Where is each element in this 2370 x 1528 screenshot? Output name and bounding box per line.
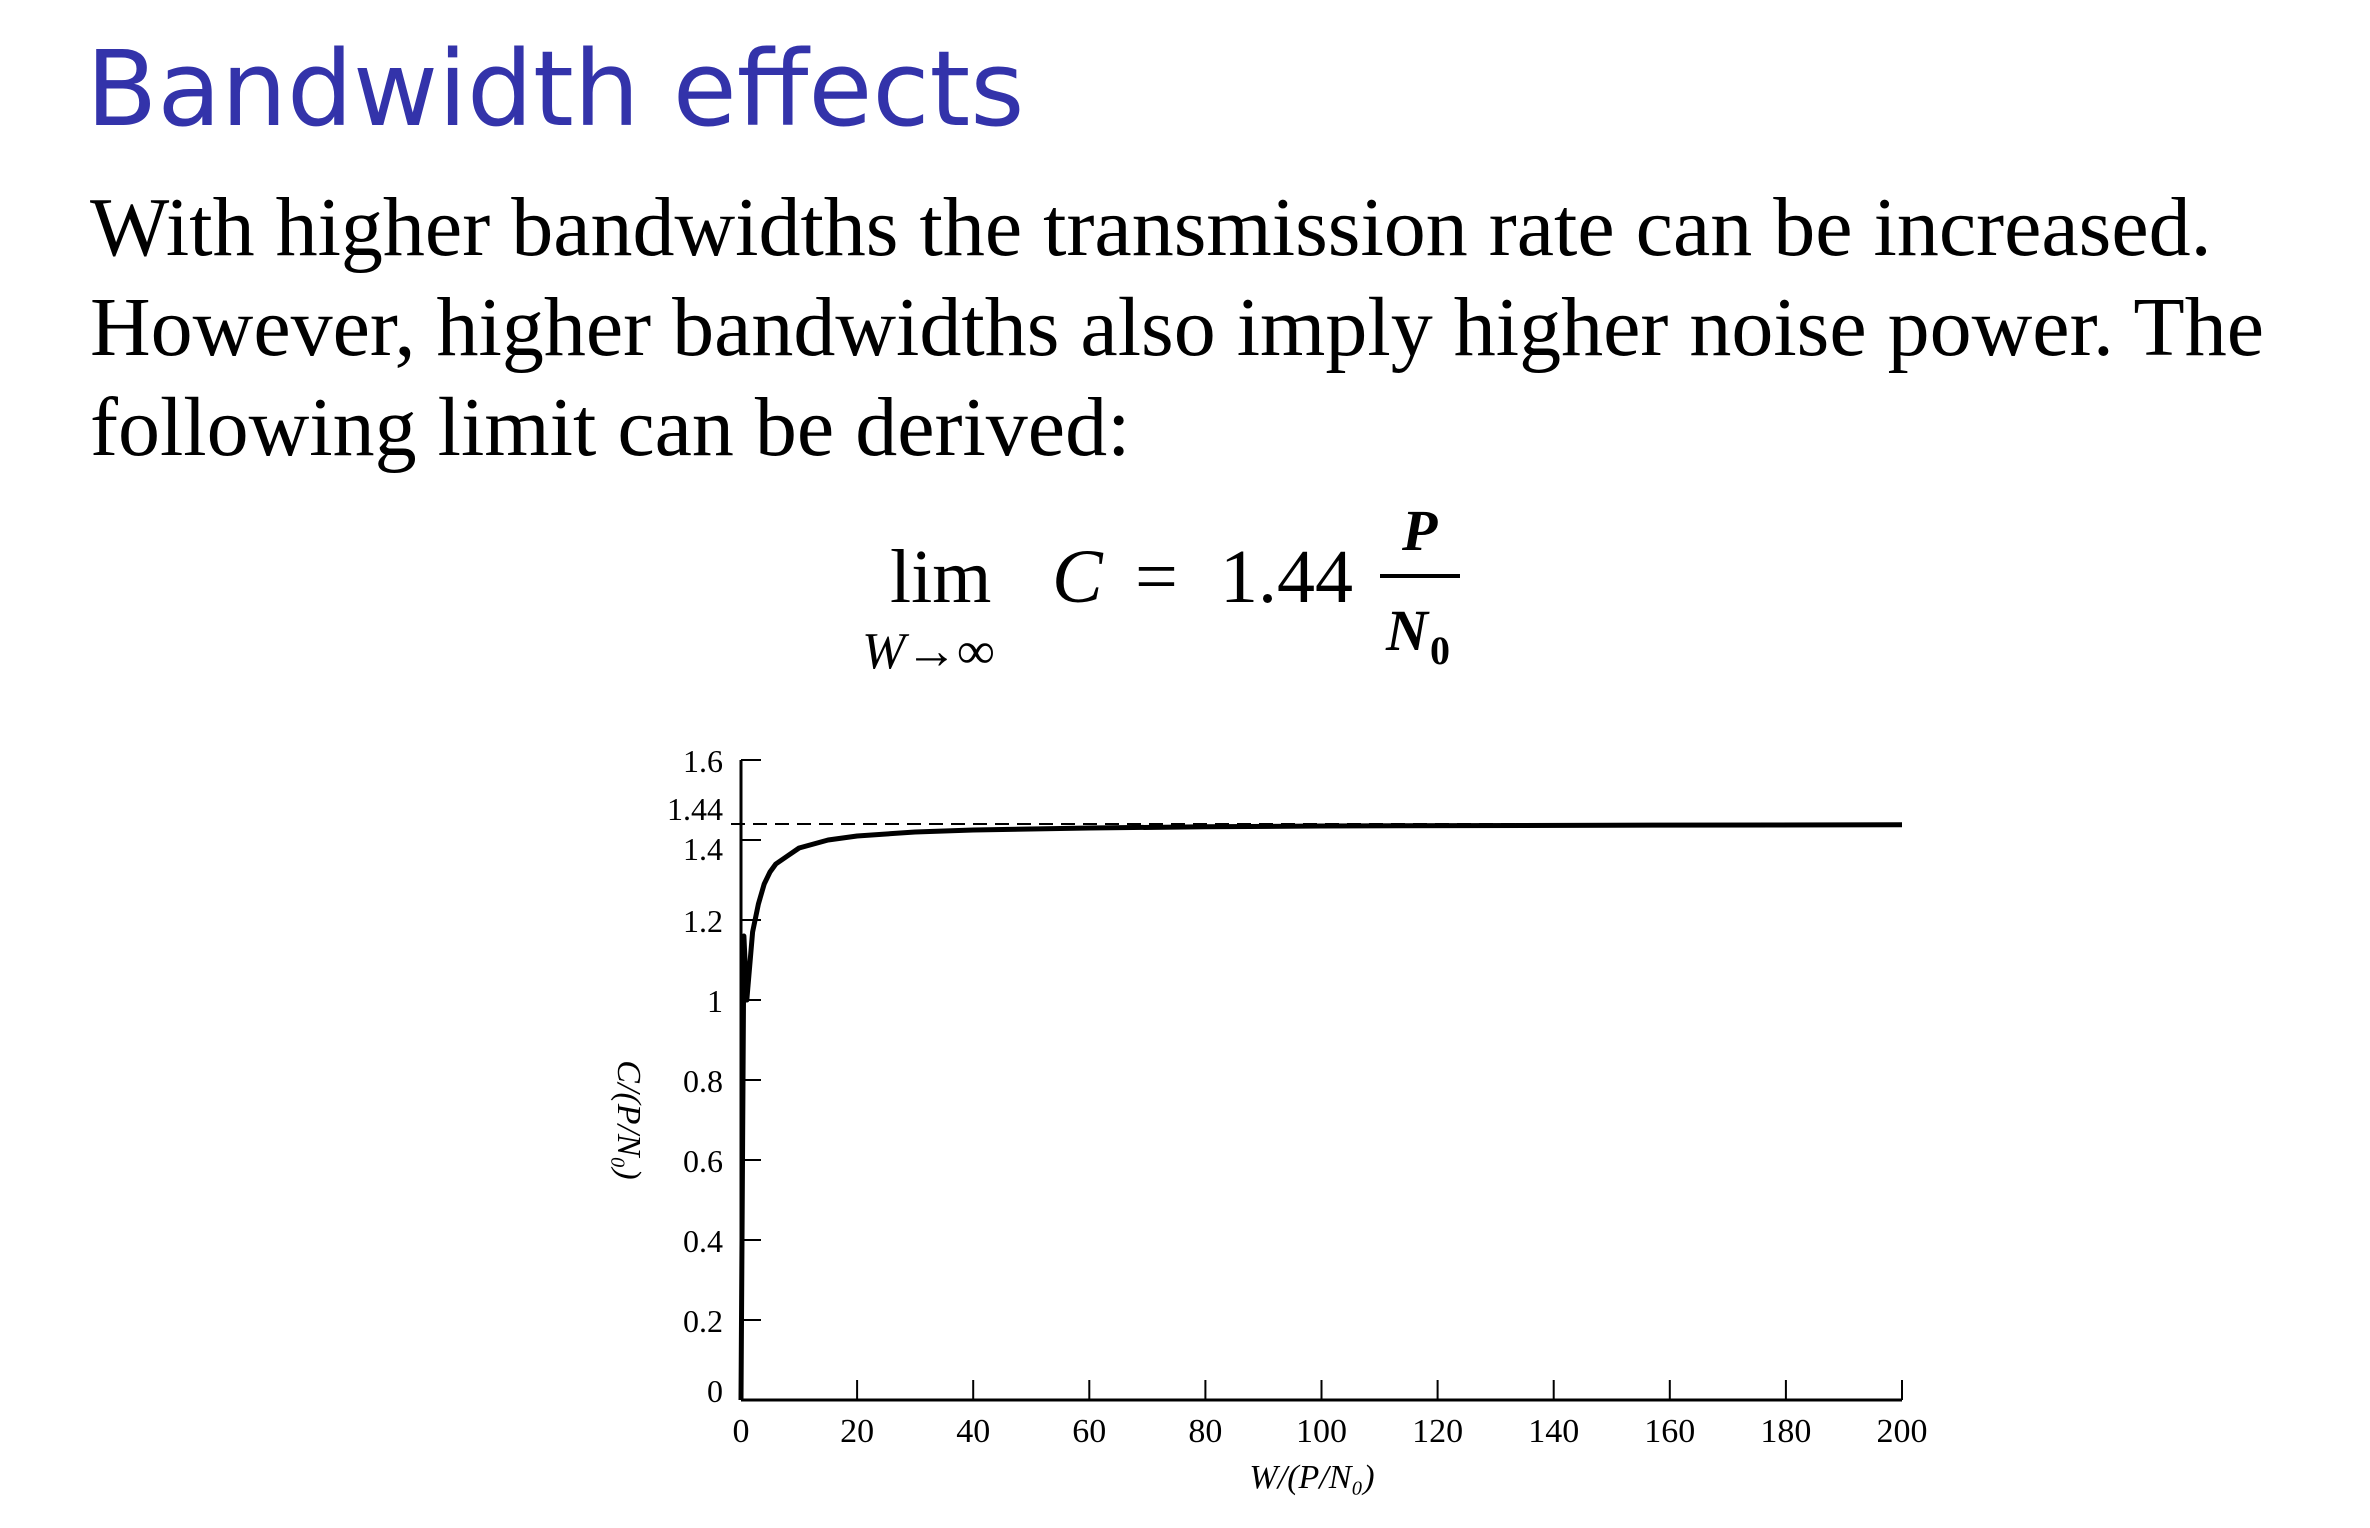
x-axis-label: W/(P/N₀) (1249, 1459, 1374, 1496)
formula-numerator: P (1401, 500, 1438, 563)
chart-ticks: 0 20 40 60 80 100 120 140 160 180 200 0 0.2 0.4 0.6 0.8… (667, 743, 1928, 1450)
formula-lim: lim (890, 535, 991, 619)
body-line: following limit can be derived: (90, 381, 1131, 474)
body-line: However, higher bandwidths also imply hi… (90, 281, 2264, 374)
y-tick-label: 1.44 (667, 791, 723, 827)
x-tick-label: 100 (1296, 1413, 1347, 1450)
formula-coefficient: 1.44 (1220, 535, 1353, 619)
x-tick-label: 200 (1877, 1413, 1928, 1450)
y-axis-label: C/(P/N₀) (610, 1060, 647, 1179)
y-tick-label: 1.2 (683, 903, 723, 939)
body-line: With higher bandwidths the transmission … (90, 181, 2212, 274)
x-tick-label: 20 (840, 1413, 874, 1450)
formula-denominator: N (1385, 598, 1430, 663)
capacity-curve (738, 822, 1903, 1401)
body-paragraph: With higher bandwidths the transmission … (90, 178, 2330, 478)
x-tick-label: 40 (956, 1413, 990, 1450)
formula-equals: = (1135, 535, 1178, 619)
y-tick-label: 0 (707, 1373, 723, 1409)
slide-title: Bandwidth effects (86, 28, 1025, 150)
y-tick-label: 1.4 (683, 831, 723, 867)
y-tick-label: 0.2 (683, 1303, 723, 1339)
x-tick-label: 0 (733, 1413, 750, 1450)
formula-lim-subscript: W→∞ (862, 623, 994, 680)
formula-denominator-subscript: 0 (1430, 628, 1450, 673)
y-tick-label: 0.8 (683, 1063, 723, 1099)
y-tick-label: 0.6 (683, 1143, 723, 1179)
chart-axes (739, 760, 1902, 1402)
y-tick-label: 1 (707, 983, 723, 1019)
y-tick-label: 1.6 (683, 743, 723, 779)
x-tick-label: 120 (1412, 1413, 1463, 1450)
x-tick-label: 180 (1760, 1413, 1811, 1450)
chart-marks (731, 822, 1903, 1401)
limit-formula: lim W→∞ C = 1.44 P N 0 (862, 500, 1460, 680)
formula-lhs: C (1052, 535, 1104, 619)
x-tick-label: 140 (1528, 1413, 1579, 1450)
x-tick-label: 60 (1072, 1413, 1106, 1450)
y-tick-label: 0.4 (683, 1223, 723, 1259)
x-tick-label: 80 (1188, 1413, 1222, 1450)
capacity-chart: 0 20 40 60 80 100 120 140 160 180 200 0 0.2 0.4 0.6 0.8… (610, 743, 1928, 1496)
x-tick-label: 160 (1644, 1413, 1695, 1450)
